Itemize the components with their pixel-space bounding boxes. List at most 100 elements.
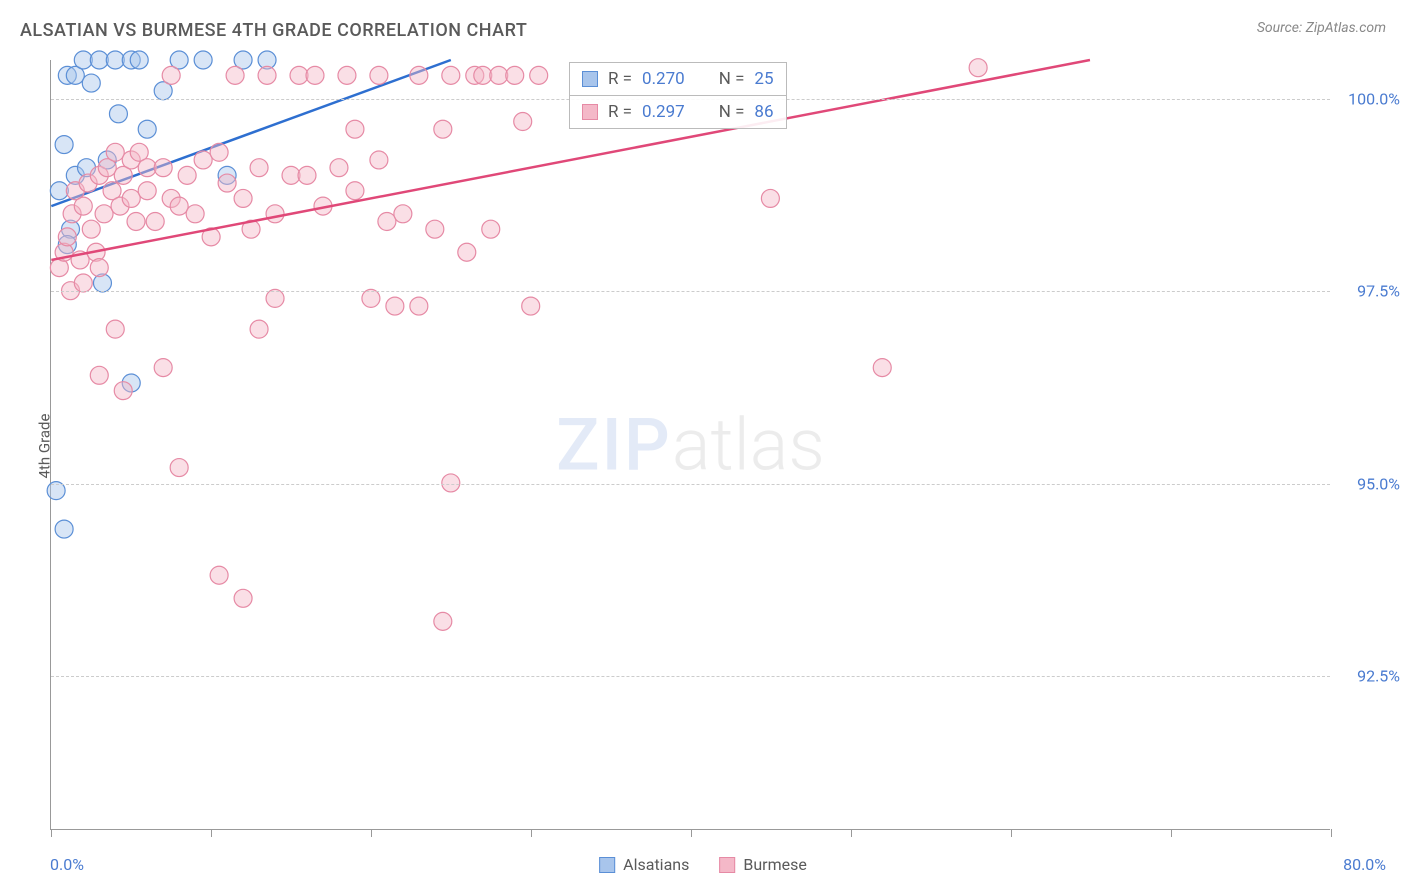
data-point	[170, 459, 188, 477]
data-point	[226, 66, 244, 84]
data-point	[82, 74, 100, 92]
data-point	[130, 51, 148, 69]
data-point	[58, 228, 76, 246]
data-point	[969, 59, 987, 77]
data-point	[138, 159, 156, 177]
legend-swatch	[599, 857, 615, 873]
data-point	[234, 189, 252, 207]
ytick-label: 95.0%	[1357, 474, 1400, 493]
ytick-label: 97.5%	[1357, 282, 1400, 301]
data-point	[330, 159, 348, 177]
xtick	[51, 829, 52, 837]
data-point	[482, 220, 500, 238]
data-point	[106, 143, 124, 161]
data-point	[250, 159, 268, 177]
n-value: 25	[754, 69, 773, 89]
legend-label: Burmese	[743, 855, 806, 874]
xtick	[531, 829, 532, 837]
xtick	[691, 829, 692, 837]
legend-label: Alsatians	[623, 855, 689, 874]
xtick	[371, 829, 372, 837]
data-point	[154, 159, 172, 177]
data-point	[210, 566, 228, 584]
data-point	[210, 143, 228, 161]
scatter-plot-svg	[51, 60, 1330, 829]
data-point	[338, 66, 356, 84]
data-point	[346, 182, 364, 200]
data-point	[50, 182, 68, 200]
gridline	[51, 484, 1330, 485]
data-point	[290, 66, 308, 84]
data-point	[306, 66, 324, 84]
gridline	[51, 291, 1330, 292]
data-point	[170, 197, 188, 215]
r-value: 0.270	[642, 69, 685, 89]
data-point	[114, 382, 132, 400]
data-point	[106, 51, 124, 69]
data-point	[490, 66, 508, 84]
data-point	[410, 66, 428, 84]
data-point	[234, 589, 252, 607]
data-point	[522, 297, 540, 315]
data-point	[127, 213, 145, 231]
data-point	[506, 66, 524, 84]
data-point	[154, 359, 172, 377]
data-point	[138, 120, 156, 138]
data-point	[346, 120, 364, 138]
data-point	[74, 51, 92, 69]
legend-item: Burmese	[719, 855, 806, 874]
data-point	[442, 66, 460, 84]
data-point	[426, 220, 444, 238]
data-point	[90, 51, 108, 69]
legend-swatch	[582, 104, 598, 120]
ytick-label: 92.5%	[1357, 667, 1400, 686]
data-point	[873, 359, 891, 377]
legend-swatch	[719, 857, 735, 873]
data-point	[146, 213, 164, 231]
data-point	[266, 205, 284, 223]
data-point	[282, 166, 300, 184]
xtick	[1171, 829, 1172, 837]
data-point	[55, 136, 73, 154]
data-point	[218, 174, 236, 192]
data-point	[298, 166, 316, 184]
gridline	[51, 676, 1330, 677]
data-point	[74, 197, 92, 215]
data-point	[90, 259, 108, 277]
data-point	[458, 243, 476, 261]
data-point	[761, 189, 779, 207]
data-point	[434, 120, 452, 138]
legend-swatch	[582, 71, 598, 87]
data-point	[378, 213, 396, 231]
stats-legend-row: R = 0.270 N = 25	[570, 63, 786, 95]
data-point	[370, 66, 388, 84]
source-label: Source: ZipAtlas.com	[1257, 20, 1386, 36]
r-label: R =	[608, 102, 632, 122]
data-point	[370, 151, 388, 169]
data-point	[474, 66, 492, 84]
data-point	[186, 205, 204, 223]
plot-area: ZIPatlas 100.0%97.5%95.0%92.5%R = 0.270N…	[50, 60, 1330, 830]
r-label: R =	[608, 69, 632, 89]
data-point	[386, 297, 404, 315]
data-point	[530, 66, 548, 84]
data-point	[362, 289, 380, 307]
legend-item: Alsatians	[599, 855, 689, 874]
data-point	[194, 151, 212, 169]
data-point	[250, 320, 268, 338]
xtick	[1331, 829, 1332, 837]
x-axis-start-label: 0.0%	[50, 855, 84, 874]
stats-legend-box: R = 0.270N = 25R = 0.297N = 86	[569, 62, 787, 129]
data-point	[194, 51, 212, 69]
data-point	[138, 182, 156, 200]
legend-bottom: Alsatians Burmese	[599, 855, 807, 874]
data-point	[55, 520, 73, 538]
data-point	[93, 274, 111, 292]
data-point	[82, 220, 100, 238]
xtick	[211, 829, 212, 837]
n-value: 86	[754, 102, 773, 122]
data-point	[106, 320, 124, 338]
n-label: N =	[719, 69, 745, 89]
data-point	[258, 66, 276, 84]
data-point	[394, 205, 412, 223]
